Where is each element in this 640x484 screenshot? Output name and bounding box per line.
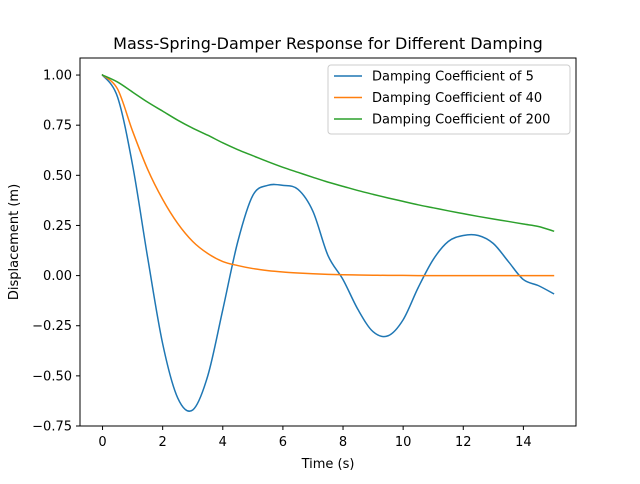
x-tick-label: 8 <box>339 435 347 450</box>
legend-label-2: Damping Coefficient of 40 <box>372 91 542 106</box>
x-tick-label: 12 <box>455 435 472 450</box>
series-layer <box>101 73 555 412</box>
legend: Damping Coefficient of 5 Damping Coeffici… <box>327 64 571 135</box>
legend-label-3: Damping Coefficient of 200 <box>372 113 550 128</box>
x-axis-ticks: 0 2 4 6 8 10 12 14 <box>98 426 532 450</box>
legend-box <box>327 64 571 135</box>
y-tick-label: −0.75 <box>32 420 72 435</box>
legend-items: Damping Coefficient of 5 Damping Coeffici… <box>334 70 550 128</box>
y-axis-label: Displacement (m) <box>7 184 22 300</box>
y-tick-label: 0.75 <box>43 119 72 134</box>
y-tick-label: −0.50 <box>32 369 72 384</box>
y-tick-label: −0.25 <box>32 319 72 334</box>
x-tick-label: 6 <box>279 435 287 450</box>
x-tick-label: 4 <box>219 435 227 450</box>
chart-title: Mass-Spring-Damper Response for Differen… <box>113 34 543 53</box>
series-line-1 <box>101 74 555 412</box>
x-tick-label: 10 <box>395 435 412 450</box>
x-tick-label: 0 <box>98 435 106 450</box>
series-line-2 <box>101 73 555 277</box>
legend-label-1: Damping Coefficient of 5 <box>372 70 534 85</box>
y-tick-label: 0.25 <box>43 219 72 234</box>
x-tick-label: 14 <box>515 435 532 450</box>
x-tick-label: 2 <box>159 435 167 450</box>
x-axis-label: Time (s) <box>301 457 355 472</box>
series-line-3 <box>101 74 555 233</box>
y-tick-label: 0.50 <box>43 169 72 184</box>
y-tick-label: 1.00 <box>43 69 72 84</box>
y-tick-label: 0.00 <box>43 269 72 284</box>
y-axis-ticks: −0.75 −0.50 −0.25 0.00 0.25 0.50 0.75 1.00 <box>32 69 80 435</box>
